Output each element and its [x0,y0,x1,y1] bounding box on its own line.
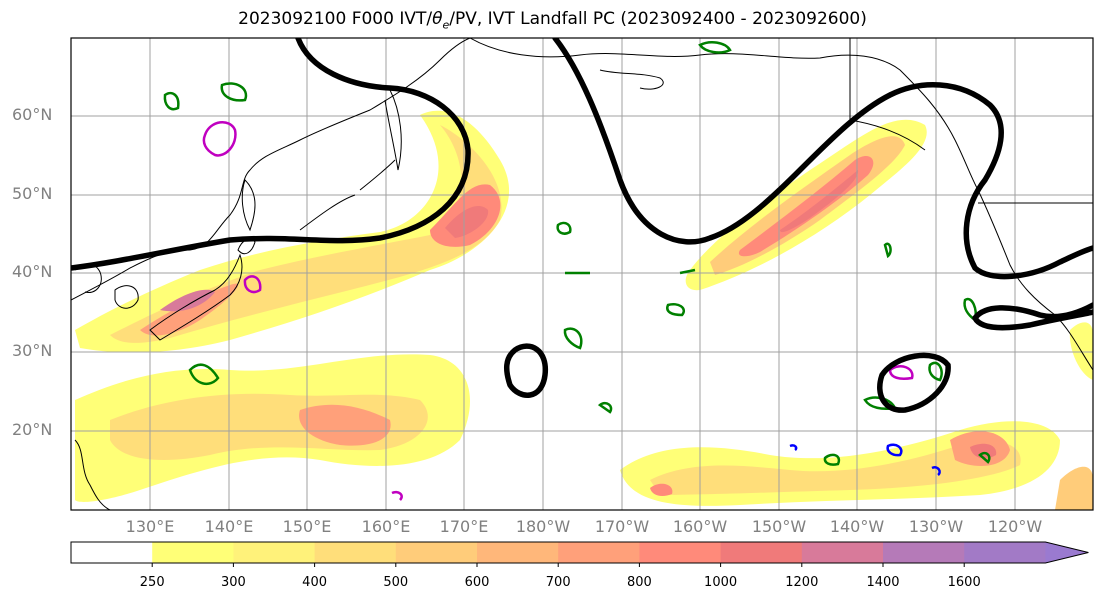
colorbar-segment [883,542,965,563]
coastlines [71,38,1093,510]
lon-label-130w: 130°W [908,517,964,536]
lon-label-140e: 140°E [204,517,254,536]
lon-label-120w: 120°W [987,517,1043,536]
lon-label-160e: 160°E [361,517,411,536]
lon-label-170w: 170°W [594,517,650,536]
lon-label-130e: 130°E [125,517,175,536]
lat-label-20n: 20°N [12,420,53,439]
colorbar-level-label: 400 [302,575,328,590]
lon-label-180w: 180°W [515,517,571,536]
colorbar-segment [558,542,640,563]
colorbar-segment [964,542,1046,563]
lon-label-160w: 160°W [672,517,728,536]
colorbar-segment [233,542,316,563]
blue-contours [789,443,941,476]
colorbar-level-label: 300 [220,575,246,590]
lon-label-150w: 150°W [751,517,807,536]
colorbar-level-label: 600 [464,575,490,590]
colorbar-segment [71,542,153,563]
colorbar-level-label: 700 [545,575,571,590]
pv-contours [71,38,1093,413]
magenta-contours [202,121,914,501]
colorbar-level-label: 1000 [704,575,738,590]
colorbar-segment [477,542,559,563]
colorbar-outline [70,541,1089,564]
lat-label-60n: 60°N [12,105,53,124]
colorbar-level-label: 250 [139,575,165,590]
ivt-shading [75,110,1093,510]
colorbar-level-label: 500 [383,575,409,590]
lat-label-40n: 40°N [12,262,53,281]
lat-label-30n: 30°N [12,341,53,360]
lon-label-170e: 170°E [439,517,489,536]
map-title: 2023092100 F000 IVT/θe/PV, IVT Landfall … [238,9,867,32]
colorbar-segment [314,542,397,563]
colorbar-level-label: 1200 [785,575,819,590]
map-frame [70,37,1094,511]
colorbar-segment [720,542,803,563]
colorbar-segment [801,542,884,563]
colorbar-level-label: 1400 [866,575,900,590]
lat-label-50n: 50°N [12,184,53,203]
colorbar [70,541,1089,567]
colorbar-segment [639,542,722,563]
colorbar-segment [395,542,478,563]
colorbar-extend-arrow [1045,542,1089,563]
lon-label-140w: 140°W [829,517,885,536]
lon-label-150e: 150°E [282,517,332,536]
colorbar-segment [152,542,234,563]
colorbar-level-label: 1600 [947,575,981,590]
colorbar-level-label: 800 [626,575,652,590]
